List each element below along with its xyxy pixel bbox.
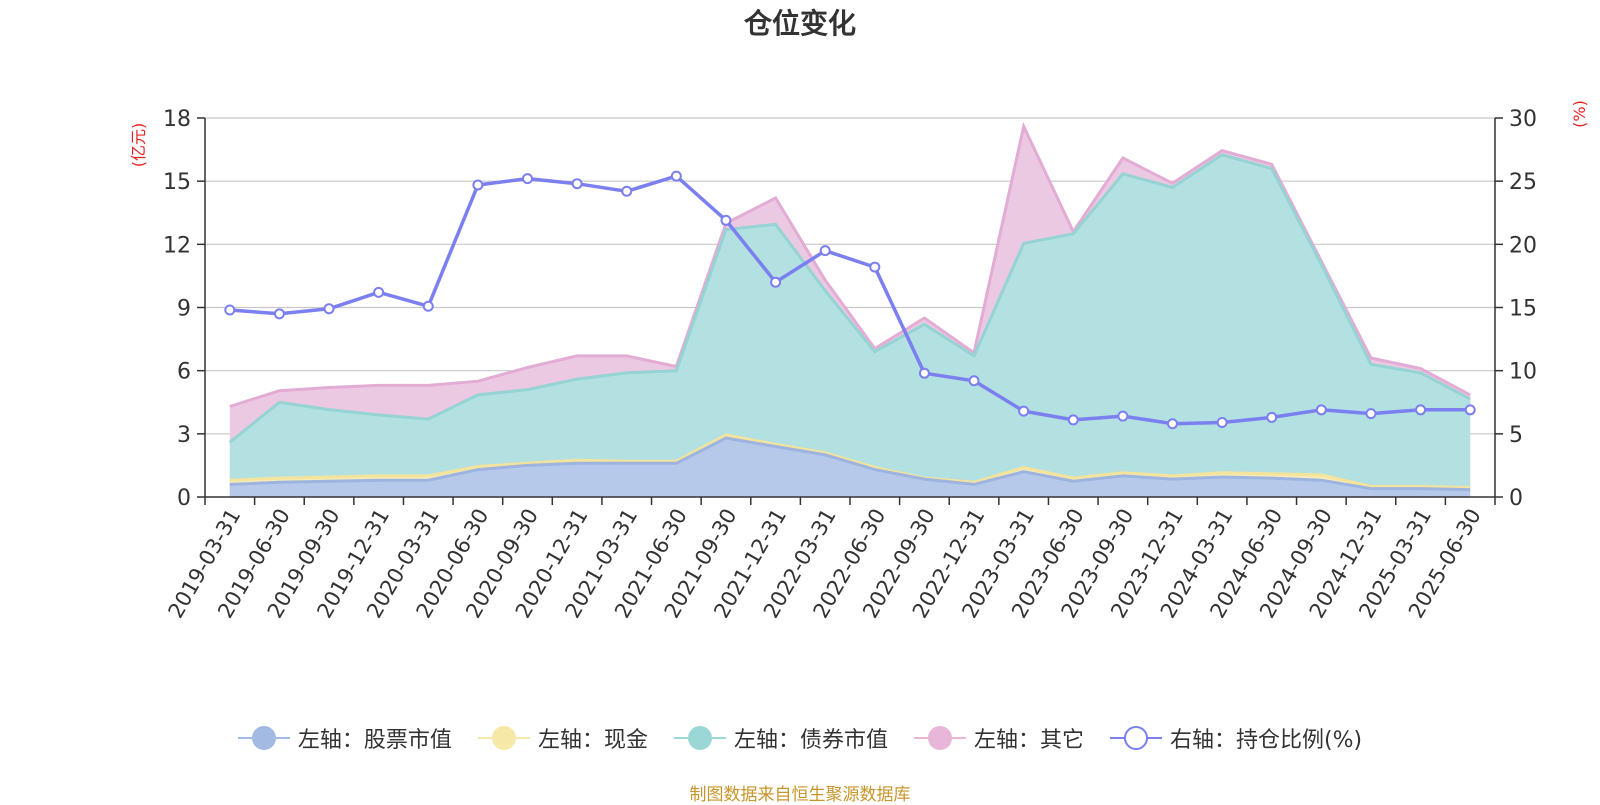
right-axis-tick-label: 10 <box>1509 360 1537 385</box>
ratio-point <box>323 303 335 315</box>
area-edge-左轴：现金 <box>229 433 1471 489</box>
ratio-point <box>1117 410 1129 422</box>
legend-label: 右轴：持仓比例(%) <box>1169 728 1363 753</box>
ratio-point <box>670 170 682 182</box>
ratio-point <box>1266 411 1278 423</box>
legend-marker-icon <box>913 724 966 752</box>
right-axis-tick-label: 30 <box>1509 107 1537 132</box>
ratio-point <box>1365 408 1377 420</box>
area-edge-左轴：债券市值 <box>228 153 1471 444</box>
ratio-point <box>422 300 434 312</box>
legend-label: 左轴：债券市值 <box>733 728 888 753</box>
area-fill-左轴：股票市值 <box>229 438 1471 497</box>
ratio-point <box>1018 405 1030 417</box>
ratio-point <box>373 286 385 298</box>
legend-marker-icon <box>237 724 290 752</box>
right-axis-unit: (%) <box>1570 100 1589 128</box>
chart-title: 仓位变化 <box>743 7 856 40</box>
ratio-point <box>770 276 782 288</box>
ratio-point <box>918 367 930 379</box>
chart-canvas: 03691215180510152025302019-03-312019-06-… <box>129 100 1589 622</box>
area-edge-左轴：其它 <box>229 121 1471 408</box>
chart-legend: 左轴：股票市值 左轴：现金 左轴：债券市值 左轴：其它 右轴：持仓比例(%) <box>0 718 1600 758</box>
ratio-point <box>1315 404 1327 416</box>
right-axis-tick-label: 5 <box>1509 423 1523 448</box>
ratio-point <box>1415 404 1427 416</box>
left-axis-tick-label: 15 <box>163 170 191 195</box>
ratio-line-series <box>224 170 1476 430</box>
left-axis-tick-label: 12 <box>163 233 191 258</box>
area-edge-左轴：股票市值 <box>229 436 1471 492</box>
legend-label: 左轴：现金 <box>537 728 648 753</box>
right-axis-tick-label: 15 <box>1509 297 1537 322</box>
ratio-line <box>229 174 1471 426</box>
ratio-point <box>224 304 236 316</box>
ratio-point <box>720 214 732 226</box>
ratio-point <box>1067 414 1079 426</box>
legend-label: 左轴：其它 <box>973 728 1084 753</box>
legend-item-bond[interactable]: 左轴：债券市值 <box>673 722 888 754</box>
right-axis-tick-label: 25 <box>1509 170 1537 195</box>
ratio-point <box>621 185 633 197</box>
legend-label: 左轴：股票市值 <box>297 728 452 753</box>
ratio-point <box>968 375 980 387</box>
area-series <box>228 121 1471 498</box>
source-note: 制图数据来自恒生聚源数据库 <box>689 785 911 805</box>
left-axis-tick-label: 6 <box>177 360 191 385</box>
area-fill-左轴：债券市值 <box>229 154 1471 498</box>
ratio-point <box>472 179 484 191</box>
ratio-point <box>1167 418 1178 430</box>
ratio-point <box>522 173 533 185</box>
legend-marker-icon <box>673 724 726 752</box>
legend-item-cash[interactable]: 左轴：现金 <box>477 722 648 754</box>
ratio-point <box>571 178 583 190</box>
right-axis-tick-label: 20 <box>1509 233 1537 258</box>
legend-marker-icon <box>1109 724 1162 752</box>
right-axis-tick-label: 0 <box>1509 486 1523 511</box>
left-axis-tick-label: 0 <box>177 486 191 511</box>
ratio-point <box>273 308 285 320</box>
ratio-point <box>1464 404 1476 416</box>
left-axis-unit: (亿元) <box>129 123 148 168</box>
left-axis-tick-label: 3 <box>177 423 191 448</box>
legend-item-stock[interactable]: 左轴：股票市值 <box>237 722 452 754</box>
legend-item-other[interactable]: 左轴：其它 <box>913 722 1084 754</box>
legend-marker-icon <box>477 724 530 752</box>
ratio-point <box>819 245 831 257</box>
ratio-point <box>1216 416 1228 428</box>
left-axis-tick-label: 18 <box>163 107 191 132</box>
ratio-point <box>869 261 881 273</box>
left-axis-tick-label: 9 <box>177 297 191 322</box>
legend-item-ratio[interactable]: 右轴：持仓比例(%) <box>1109 722 1363 754</box>
